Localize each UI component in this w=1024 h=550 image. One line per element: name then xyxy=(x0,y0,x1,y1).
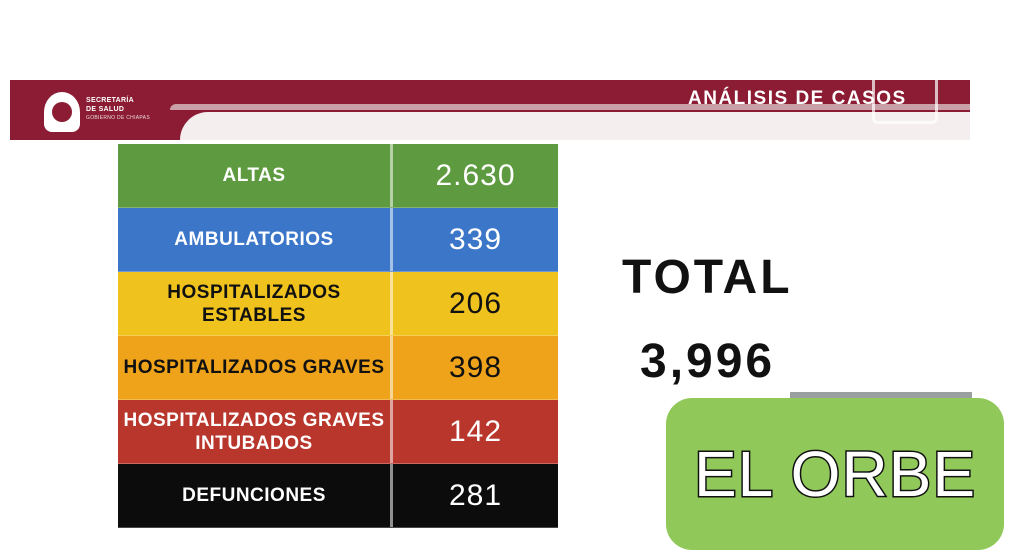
divider xyxy=(790,392,972,400)
row-label: HOSPITALIZADOS ESTABLES xyxy=(118,272,393,335)
table-row: HOSPITALIZADOS GRAVES INTUBADOS 142 xyxy=(118,400,558,464)
org-name: SECRETARÍA DE SALUD GOBIERNO DE CHIAPAS xyxy=(86,96,150,123)
row-value: 2.630 xyxy=(435,158,516,192)
row-label: HOSPITALIZADOS GRAVES xyxy=(118,336,393,399)
org-line-2: DE SALUD xyxy=(86,106,125,113)
table-row: AMBULATORIOS 339 xyxy=(118,208,558,272)
header-accent-line xyxy=(170,104,970,110)
row-label: AMBULATORIOS xyxy=(118,208,393,271)
row-value: 281 xyxy=(448,478,503,512)
channel-logo-icon xyxy=(872,60,938,124)
case-table: ALTAS 2.630 AMBULATORIOS 339 HOSPITALIZADOS … xyxy=(118,144,558,528)
org-line-3: GOBIERNO DE CHIAPAS xyxy=(86,115,150,121)
row-value: 206 xyxy=(448,286,503,320)
row-label: HOSPITALIZADOS GRAVES INTUBADOS xyxy=(118,400,393,463)
table-row: HOSPITALIZADOS ESTABLES 206 xyxy=(118,272,558,336)
row-value: 398 xyxy=(448,350,503,384)
table-row: ALTAS 2.630 xyxy=(118,144,558,208)
row-value: 339 xyxy=(448,222,503,256)
analysis-title: ANÁLISIS DE CASOS xyxy=(688,88,907,109)
row-label: DEFUNCIONES xyxy=(118,464,393,527)
header-white-stripe xyxy=(180,112,970,140)
row-value: 142 xyxy=(448,414,503,448)
watermark-text: EL ORBE xyxy=(692,437,977,512)
watermark-badge: EL ORBE xyxy=(666,398,1004,550)
row-label: ALTAS xyxy=(118,144,393,207)
table-row: HOSPITALIZADOS GRAVES 398 xyxy=(118,336,558,400)
table-row: DEFUNCIONES 281 xyxy=(118,464,558,528)
total-label: TOTAL xyxy=(622,251,793,304)
org-line-1: SECRETARÍA xyxy=(86,97,134,104)
total-value: 3,996 xyxy=(640,335,776,388)
health-secretariat-logo xyxy=(44,92,80,132)
